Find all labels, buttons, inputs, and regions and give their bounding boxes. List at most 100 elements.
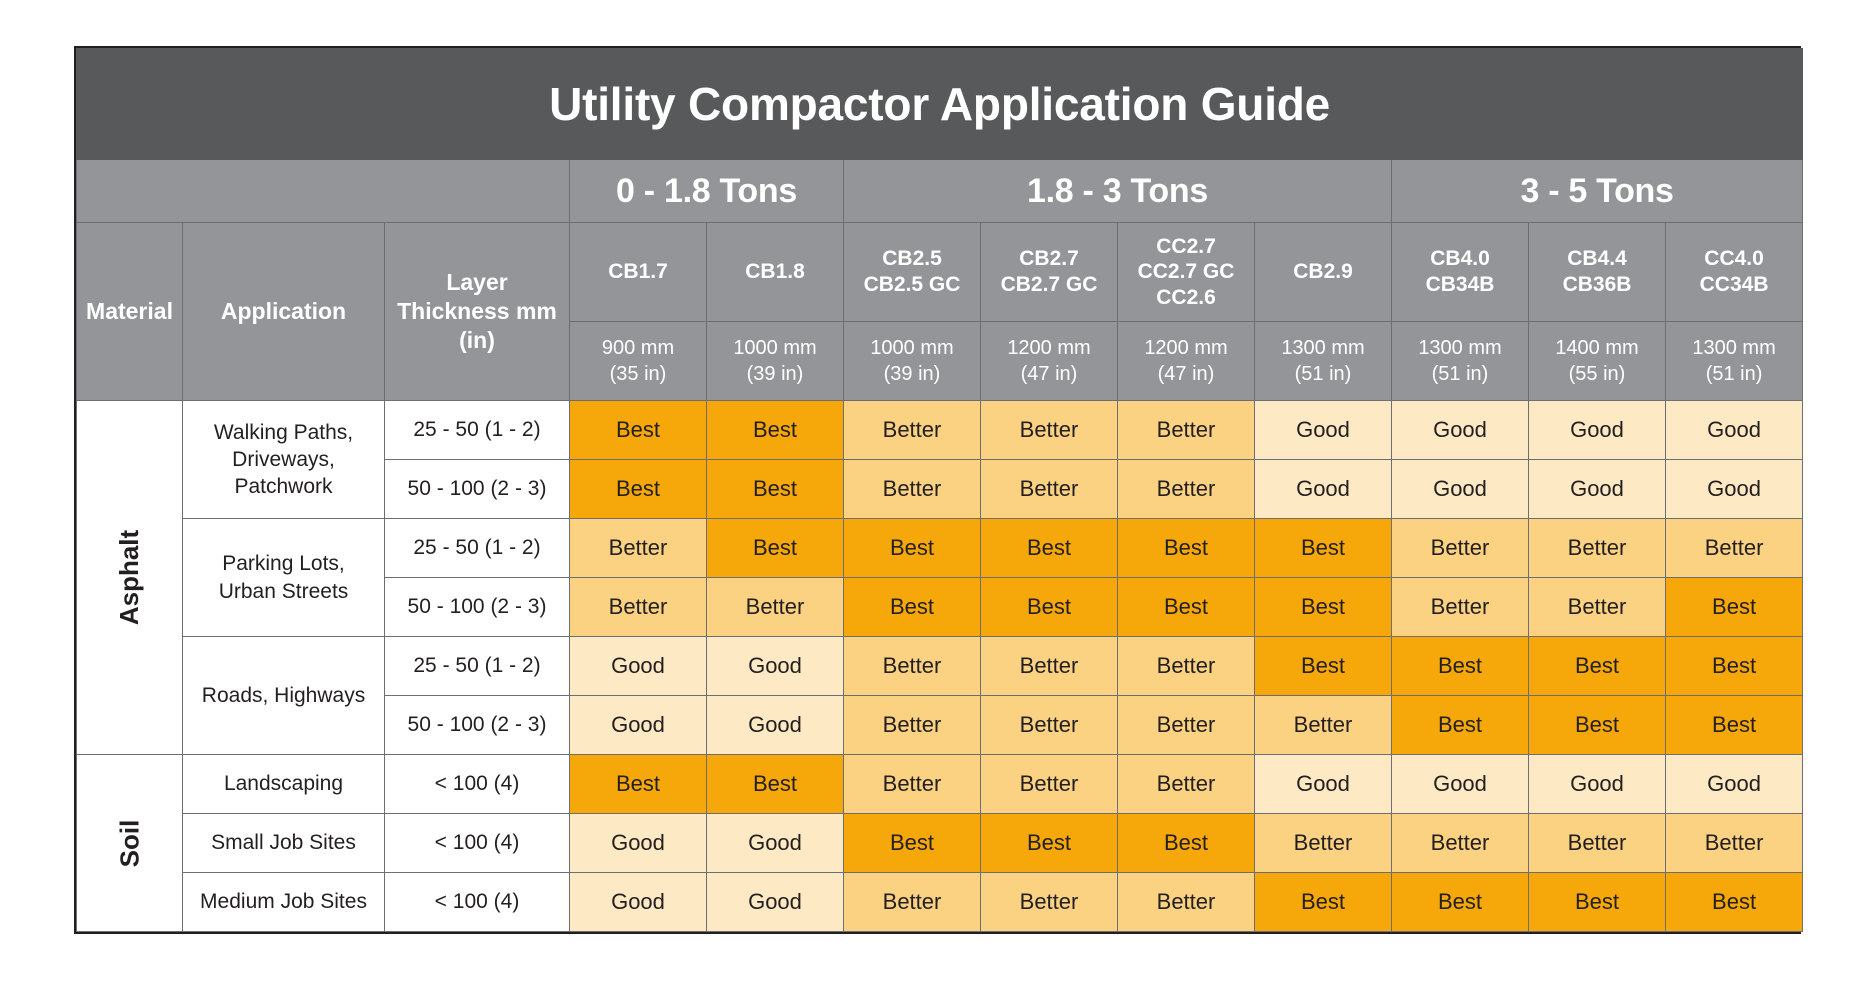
tonnage-band-3: 3 - 5 Tons — [1390, 159, 1804, 223]
drum-width-2: 1000 mm (39 in) — [706, 321, 844, 401]
page-title: Utility Compactor Application Guide — [75, 48, 1804, 160]
table-body: Asphalt Walking Paths, Driveways, Patchwork… — [76, 400, 1804, 932]
layer-thickness-value: 50 - 100 (2 - 3) — [384, 459, 570, 519]
rating-cell-3: Best — [843, 577, 981, 637]
drum-width-4: 1200 mm (47 in) — [980, 321, 1118, 401]
table-row: Small Job Sites < 100 (4) Good Good Best Best… — [77, 813, 1804, 873]
rating-cell-6: Best — [1254, 518, 1392, 578]
rating-cell-1: Good — [569, 636, 707, 696]
rating-cell-9: Good — [1664, 459, 1804, 519]
drum-width-3: 1000 mm (39 in) — [843, 321, 981, 401]
application-label: Parking Lots, Urban Streets — [182, 518, 385, 637]
rating-cell-5: Best — [1117, 813, 1255, 873]
rating-cell-3: Better — [843, 754, 981, 814]
rating-cell-5: Better — [1117, 636, 1255, 696]
guide-table: Utility Compactor Application Guide 0 - … — [75, 48, 1804, 932]
rating-cell-4: Better — [980, 400, 1118, 460]
model-header-5: CC2.7 CC2.7 GC CC2.6 — [1117, 222, 1255, 322]
rating-cell-5: Better — [1117, 695, 1255, 755]
material-label-asphalt: Asphalt — [76, 400, 183, 755]
rating-cell-9: Better — [1664, 518, 1804, 578]
model-header-7: CB4.0 CB34B — [1391, 222, 1529, 322]
drum-width-5: 1200 mm (47 in) — [1117, 321, 1255, 401]
rating-cell-6: Good — [1254, 754, 1392, 814]
rating-cell-9: Good — [1664, 400, 1804, 460]
rating-cell-7: Best — [1391, 872, 1529, 932]
rating-cell-1: Good — [569, 872, 707, 932]
application-label: Small Job Sites — [182, 813, 385, 873]
rating-cell-8: Better — [1528, 577, 1666, 637]
header-layer-thickness: Layer Thickness mm (in) — [384, 222, 570, 401]
application-label: Medium Job Sites — [182, 872, 385, 932]
rating-cell-8: Best — [1528, 636, 1666, 696]
rating-cell-4: Best — [980, 813, 1118, 873]
rating-cell-4: Better — [980, 695, 1118, 755]
table-row: Asphalt Walking Paths, Driveways, Patchwork… — [76, 400, 1804, 755]
rating-cell-7: Good — [1391, 400, 1529, 460]
model-header-9: CC4.0 CC34B — [1664, 222, 1804, 322]
table-row: Soil Landscaping < 100 (4) Best Best Better Be… — [76, 754, 1804, 932]
table-row: 50 - 100 (2 - 3) Best Best Better Better Bett… — [77, 459, 1804, 519]
layer-thickness-value: 25 - 50 (1 - 2) — [384, 518, 570, 578]
rating-cell-9: Best — [1664, 577, 1804, 637]
rating-cell-9: Good — [1664, 754, 1804, 814]
rating-cell-1: Best — [569, 400, 707, 460]
rating-cell-3: Better — [843, 636, 981, 696]
rating-cell-8: Better — [1528, 518, 1666, 578]
rating-cell-2: Best — [706, 459, 844, 519]
rating-cell-5: Better — [1117, 872, 1255, 932]
rating-cell-8: Good — [1528, 754, 1666, 814]
header-application: Application — [182, 222, 385, 401]
rating-cell-7: Best — [1391, 636, 1529, 696]
model-code-row: Material Application Layer Thickness mm (in)… — [76, 222, 1804, 401]
drum-width-6: 1300 mm (51 in) — [1254, 321, 1392, 401]
rating-cell-3: Better — [843, 459, 981, 519]
model-header-3: CB2.5 CB2.5 GC — [843, 222, 981, 322]
rating-cell-7: Best — [1391, 695, 1529, 755]
rating-cell-9: Better — [1664, 813, 1804, 873]
rating-cell-3: Best — [843, 813, 981, 873]
rating-cell-2: Good — [706, 872, 844, 932]
rating-cell-1: Best — [569, 754, 707, 814]
rating-cell-5: Best — [1117, 518, 1255, 578]
application-guide-table: Utility Compactor Application Guide 0 - … — [74, 46, 1804, 934]
rating-cell-4: Best — [980, 577, 1118, 637]
rating-cell-1: Better — [569, 518, 707, 578]
model-header-2: CB1.8 — [706, 222, 844, 322]
layer-thickness-value: 50 - 100 (2 - 3) — [384, 695, 570, 755]
tonnage-band-row: 0 - 1.8 Tons 1.8 - 3 Tons 3 - 5 Tons — [76, 159, 1804, 223]
rating-cell-1: Best — [569, 459, 707, 519]
layer-thickness-value: 25 - 50 (1 - 2) — [384, 636, 570, 696]
layer-thickness-value: < 100 (4) — [384, 872, 570, 932]
model-header-8: CB4.4 CB36B — [1528, 222, 1666, 322]
rating-cell-8: Best — [1528, 872, 1666, 932]
rating-cell-8: Good — [1528, 459, 1666, 519]
rating-cell-6: Good — [1254, 459, 1392, 519]
model-header-6: CB2.9 — [1254, 222, 1392, 322]
rating-cell-2: Good — [706, 813, 844, 873]
tonnage-band-2: 1.8 - 3 Tons — [843, 159, 1392, 223]
rating-cell-3: Best — [843, 518, 981, 578]
rating-cell-2: Best — [706, 754, 844, 814]
layer-thickness-value: < 100 (4) — [384, 813, 570, 873]
rating-cell-6: Good — [1254, 400, 1392, 460]
rating-cell-7: Better — [1391, 813, 1529, 873]
rating-cell-8: Better — [1528, 813, 1666, 873]
rating-cell-6: Best — [1254, 577, 1392, 637]
material-label-text: Asphalt — [114, 529, 144, 626]
application-label: Landscaping — [182, 754, 385, 814]
table-row: 50 - 100 (2 - 3) Better Better Best Best Best… — [77, 577, 1804, 637]
rating-cell-7: Better — [1391, 518, 1529, 578]
material-label-soil: Soil — [76, 754, 183, 932]
table-head: Utility Compactor Application Guide 0 - … — [75, 48, 1804, 401]
table-row: Parking Lots, Urban Streets 25 - 50 (1 - 2… — [77, 518, 1804, 637]
layer-thickness-value: < 100 (4) — [384, 754, 570, 814]
table-row: Medium Job Sites < 100 (4) Good Good Better B… — [77, 872, 1804, 932]
rating-cell-5: Better — [1117, 459, 1255, 519]
rating-cell-6: Best — [1254, 636, 1392, 696]
rating-cell-5: Best — [1117, 577, 1255, 637]
rating-cell-8: Best — [1528, 695, 1666, 755]
rating-cell-3: Better — [843, 400, 981, 460]
rating-cell-1: Good — [569, 695, 707, 755]
rating-cell-2: Best — [706, 400, 844, 460]
